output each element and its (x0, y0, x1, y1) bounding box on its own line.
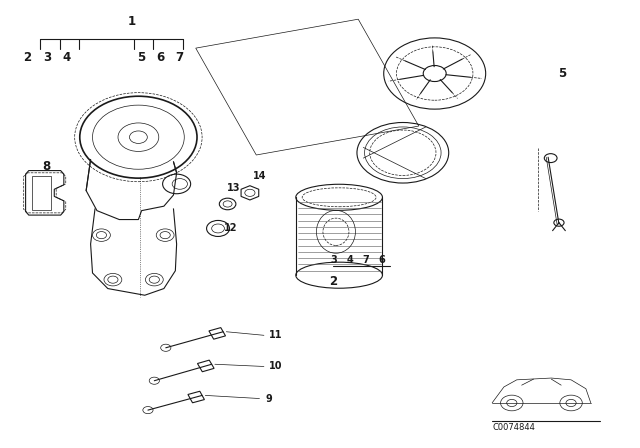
Text: 7: 7 (362, 254, 369, 265)
Text: 9: 9 (266, 393, 273, 404)
Text: 6: 6 (378, 254, 385, 265)
Text: 10: 10 (269, 362, 282, 371)
Text: 6: 6 (157, 51, 165, 64)
Text: 4: 4 (347, 254, 353, 265)
Text: C0074844: C0074844 (492, 423, 535, 432)
Text: 2: 2 (329, 276, 337, 289)
Text: 13: 13 (227, 183, 241, 194)
Text: 5: 5 (138, 51, 146, 64)
Text: 1: 1 (128, 15, 136, 28)
Text: 7: 7 (176, 51, 184, 64)
Text: 12: 12 (224, 224, 237, 233)
Text: 3: 3 (44, 51, 51, 64)
Text: 5: 5 (558, 67, 566, 80)
Text: 8: 8 (42, 159, 50, 172)
Text: 4: 4 (62, 51, 70, 64)
Text: 3: 3 (331, 254, 337, 265)
Text: 11: 11 (269, 330, 282, 340)
Text: 2: 2 (23, 51, 31, 64)
Text: 14: 14 (253, 172, 266, 181)
